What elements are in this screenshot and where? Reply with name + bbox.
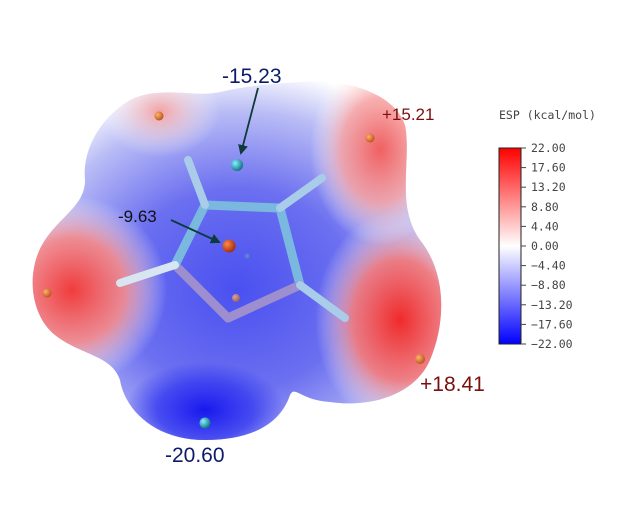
colorbar-tick-label: −17.60 (531, 317, 573, 331)
annotation-arrows (170, 87, 259, 244)
molecule-stick-model (116, 156, 349, 323)
colorbar-tick-label: 22.00 (531, 141, 566, 155)
bond (275, 203, 305, 290)
colorbar-ticks: 22.00 17.60 13.20 8.80 4.40 0.00 −4.40 −8.80 −13… (521, 141, 573, 351)
label-min-bottom: -20.60 (165, 444, 225, 467)
bond-h (276, 174, 326, 212)
colorbar-tick-label: 0.00 (531, 239, 559, 253)
label-min-center: -9.63 (118, 207, 157, 226)
colorbar-tick-label: −13.20 (531, 298, 573, 312)
label-max-right-top: +15.21 (382, 105, 434, 124)
label-max-right-bottom: +18.41 (420, 373, 485, 396)
bond-h (116, 261, 179, 287)
extrema-points (42, 111, 425, 429)
colorbar-tick-label: 13.20 (531, 180, 566, 194)
colorbar-title: ESP (kcal/mol) (499, 108, 596, 122)
bond (170, 200, 210, 270)
colorbar-tick-label: −22.00 (531, 337, 573, 351)
colorbar-gradient (498, 147, 522, 345)
colorbar-tick-label: 8.80 (531, 200, 559, 214)
maximum-point-top-left (154, 111, 164, 121)
bond-h (296, 281, 349, 322)
arrow-top (238, 87, 259, 155)
minor-point-center (244, 253, 250, 259)
minimum-point-center (222, 239, 236, 253)
label-min-top: -15.23 (222, 65, 282, 88)
maximum-point-left (42, 288, 52, 298)
maximum-point-top-right (365, 133, 375, 143)
bond-h (184, 156, 209, 209)
colorbar-tick-label: 4.40 (531, 219, 559, 233)
minimum-point-top (231, 159, 243, 171)
minor-point-ring (232, 294, 240, 302)
bond (200, 200, 285, 213)
minimum-point-bottom (199, 417, 211, 429)
bond (223, 280, 305, 323)
colorbar-tick-label: −4.40 (531, 259, 566, 273)
colorbar-tick-label: −8.80 (531, 278, 566, 292)
colorbar-tick-label: 17.60 (531, 161, 566, 175)
arrow-center (170, 219, 221, 244)
maximum-point-right (415, 354, 425, 364)
bond (170, 260, 233, 323)
colorbar: ESP (kcal/mol) 22.00 17.60 13.20 8.80 4.40 0.… (498, 108, 596, 351)
